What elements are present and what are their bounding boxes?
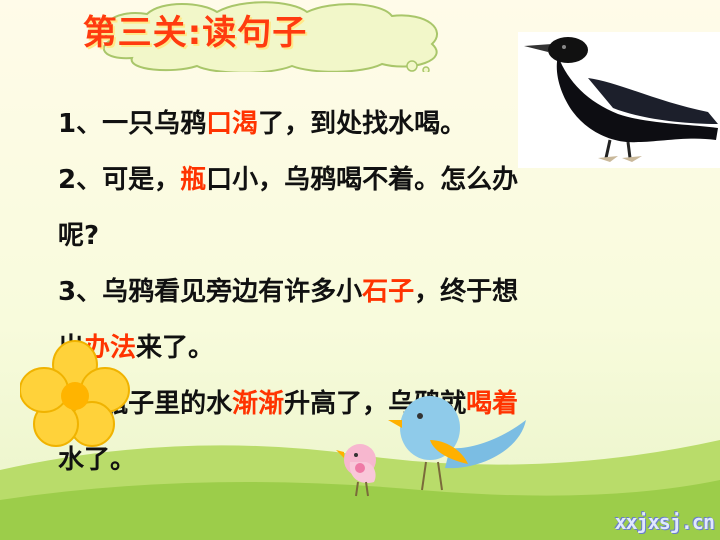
crow-icon: [524, 37, 718, 162]
sentence-text: 口小，乌鸦喝不着。怎么办: [206, 165, 519, 195]
sentence-text: 3、乌鸦看见旁边有许多小: [58, 277, 363, 307]
sentence-text: ，终于想: [414, 277, 519, 307]
title-cloud: [102, 1, 438, 72]
sentence-text: 呢?: [58, 221, 100, 251]
slide-title: 第三关:读句子: [82, 13, 308, 53]
sentence-text: 来了。: [136, 333, 215, 363]
sentence-text: 2、可是，: [58, 165, 181, 195]
highlight-word: 口渴: [206, 109, 259, 139]
highlight-word: 渐渐: [232, 389, 285, 419]
sentence-text: 水了。: [58, 445, 137, 475]
sentence-line: 3、乌鸦看见旁边有许多小石子，终于想: [58, 264, 698, 320]
highlight-word: 瓶: [180, 165, 207, 195]
flower-icon: [20, 340, 130, 447]
highlight-word: 石子: [362, 277, 415, 307]
highlight-word: 喝着: [466, 389, 519, 419]
sentence-list: 1、一只乌鸦口渴了，到处找水喝。 2、可是，瓶口小，乌鸦喝不着。怎么办 呢? 3、乌鸦…: [58, 96, 698, 488]
crow-photo: [518, 32, 720, 168]
sentence-line: 出办法来了。: [58, 320, 698, 376]
sentence-line: 2、可是，瓶口小，乌鸦喝不着。怎么办: [58, 152, 698, 208]
sentence-line: 水了。: [58, 432, 698, 488]
bird-icon: [336, 396, 526, 497]
sentence-text: 了，到处找水喝。: [258, 109, 467, 139]
sentence-line: 呢?: [58, 208, 698, 264]
watermark: xxjxsj.cn: [614, 510, 715, 534]
sentence-text: 1、一只乌鸦: [58, 109, 207, 139]
sentence-line: 1、一只乌鸦口渴了，到处找水喝。: [58, 96, 698, 152]
